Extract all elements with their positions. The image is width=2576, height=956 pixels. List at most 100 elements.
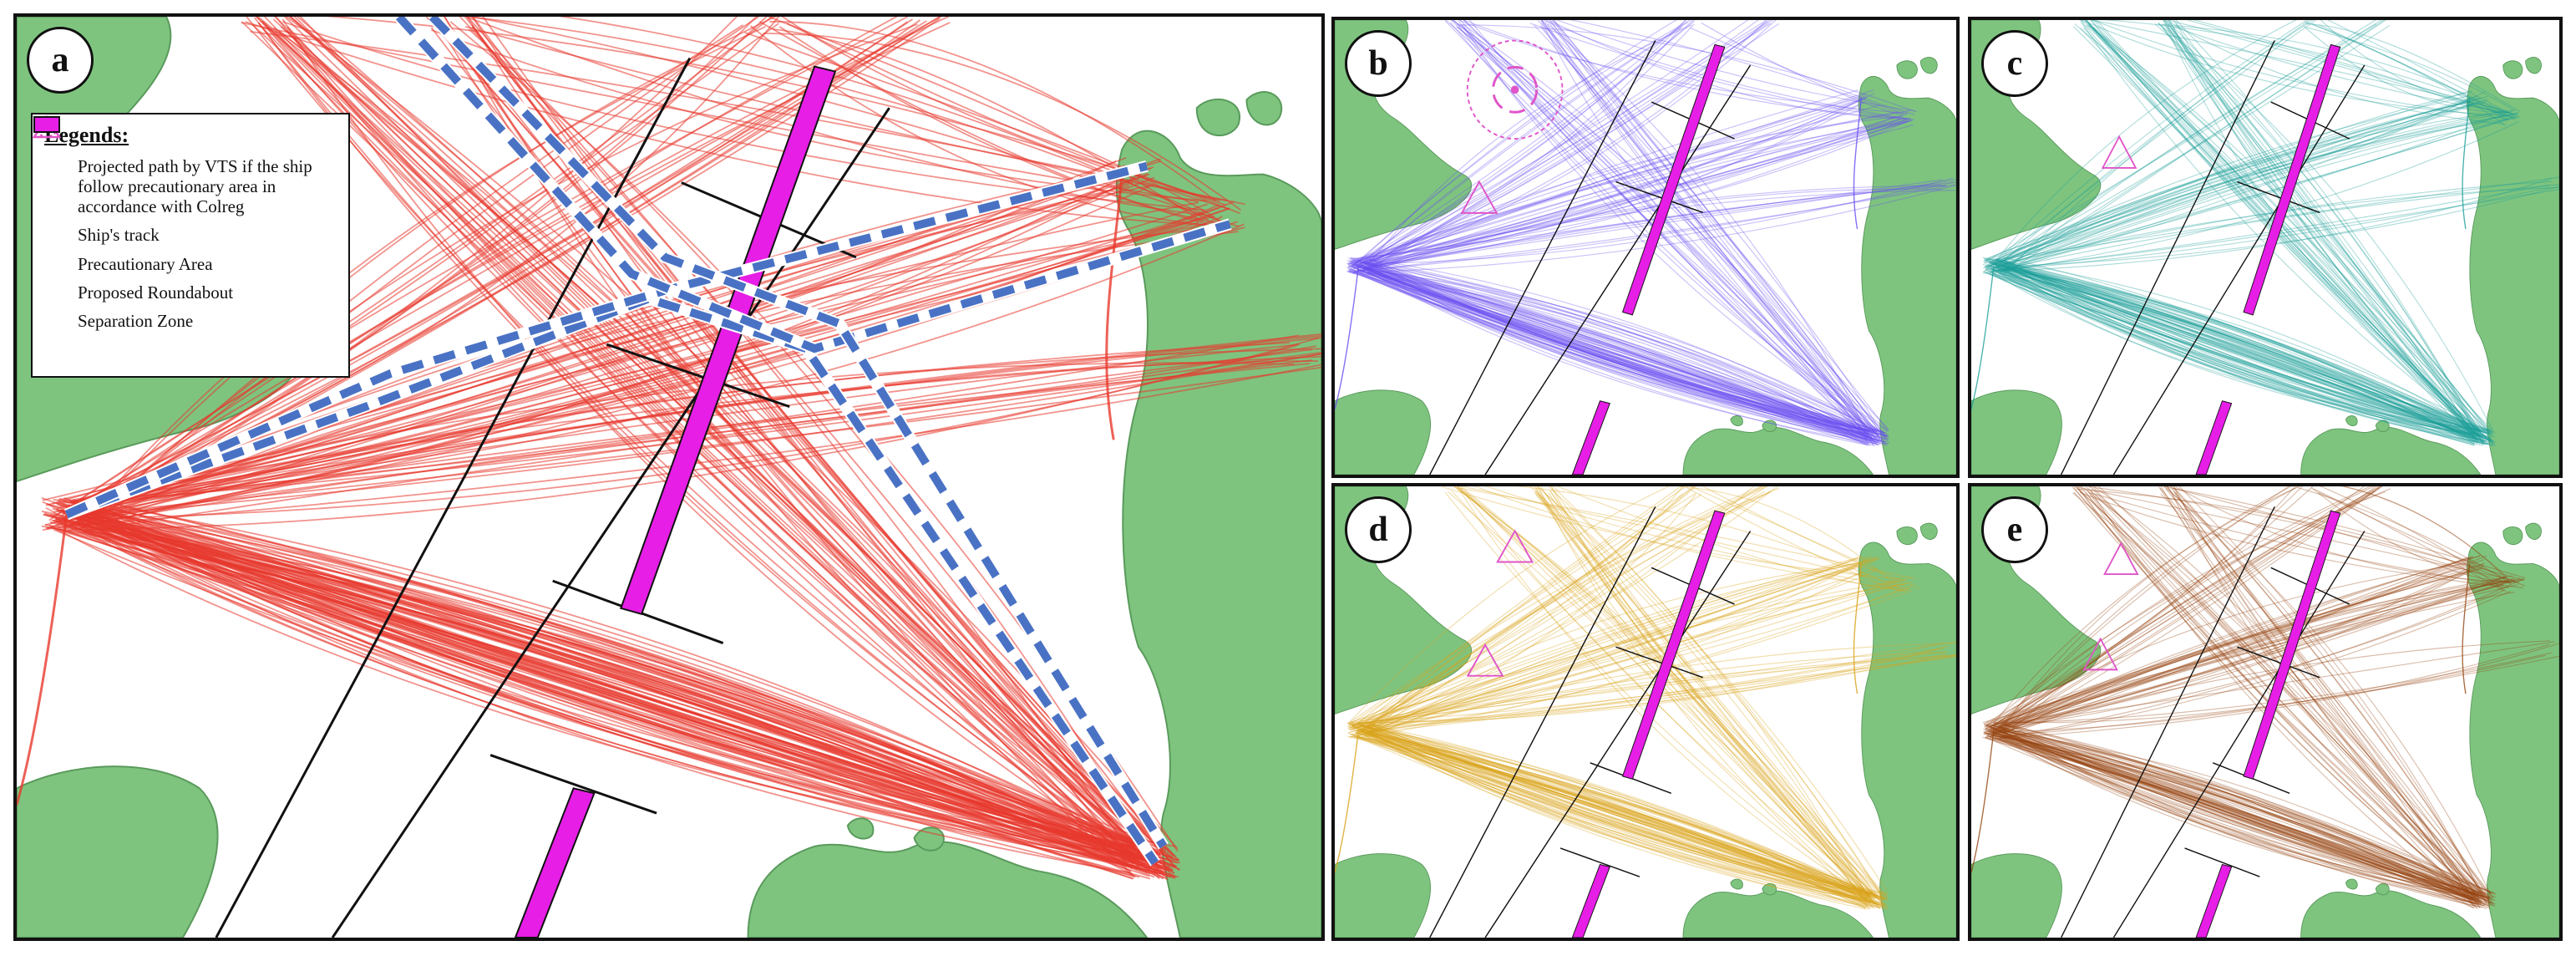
land-5 — [2525, 57, 2542, 74]
ship-track — [1461, 491, 1889, 899]
ship-track — [2002, 724, 2492, 903]
land-2 — [1335, 853, 1432, 938]
ship-track — [1357, 730, 1883, 895]
ship-track — [1367, 587, 1912, 724]
ship-track — [1363, 183, 1941, 268]
ship-track — [48, 17, 908, 521]
ship-track — [2174, 491, 2477, 902]
ship-track — [469, 17, 1240, 228]
ship-track — [1995, 736, 2481, 899]
ship-track — [1991, 263, 2475, 439]
ship-track — [1364, 267, 1869, 445]
ship-track — [2001, 264, 2494, 444]
ship-track — [1533, 24, 1889, 431]
land-2 — [17, 765, 219, 938]
ship-track — [90, 501, 1162, 862]
ship-track — [1993, 110, 2513, 268]
ship-track — [1985, 567, 2483, 725]
ship-track — [1358, 737, 1889, 896]
ship-track — [1358, 23, 1695, 267]
ship-track — [1368, 258, 1870, 431]
ship-track — [1990, 568, 2474, 725]
ship-track — [2163, 20, 2484, 441]
ship-track — [1351, 576, 1905, 730]
land-7 — [2345, 878, 2358, 890]
ship-track — [1990, 271, 2487, 441]
ship-track — [2088, 23, 2492, 437]
ship-track — [1362, 734, 1870, 895]
ship-track — [2073, 26, 2478, 436]
ship-track — [1359, 271, 1874, 435]
ship-track — [1990, 91, 2486, 273]
ship-track — [2310, 486, 2512, 582]
ship-track — [56, 359, 1313, 523]
ship-track — [1460, 486, 1869, 906]
ship-track — [2073, 486, 2481, 908]
precautionary-triangle — [1496, 529, 1534, 563]
land-7 — [2345, 415, 2358, 427]
ship-track — [1990, 486, 2298, 739]
ship-track — [1990, 735, 2492, 898]
ship-track — [81, 17, 899, 521]
land-4 — [1896, 60, 1918, 79]
ship-track — [1984, 723, 2484, 895]
ship-track — [1347, 94, 1867, 269]
ship-track — [2003, 260, 2477, 431]
ship-track — [2305, 23, 2521, 113]
ship-track — [1992, 731, 2479, 897]
roundabout-circle — [1466, 39, 1564, 140]
ship-track — [2071, 486, 2477, 907]
ship-track — [1352, 264, 1871, 438]
ship-track — [274, 31, 1147, 862]
ship-track — [1347, 723, 1866, 909]
ship-track — [1990, 184, 2549, 272]
ship-track — [2085, 20, 2477, 440]
ship-track — [53, 498, 1164, 858]
ship-track — [1365, 262, 1869, 446]
ship-track — [55, 22, 951, 521]
ship-track — [1545, 20, 1887, 437]
ship-track — [1991, 563, 2484, 725]
ship-track — [1995, 641, 2555, 728]
ship-track — [1534, 486, 1870, 896]
ship-track — [1994, 258, 2491, 431]
ship-track — [1362, 730, 1867, 908]
ship-track — [1348, 259, 1886, 434]
ship-track — [1355, 563, 1858, 725]
lane-border-east — [2112, 64, 2366, 475]
ship-track — [1349, 557, 1880, 730]
ship-track — [1995, 262, 2490, 435]
ship-track — [1549, 491, 1875, 897]
ship-track — [1370, 115, 1898, 262]
ship-track — [48, 524, 1179, 862]
ship-track — [1347, 264, 1878, 434]
ship-track — [1350, 641, 1956, 725]
ship-track — [1351, 265, 1874, 439]
ship-track — [2093, 487, 2492, 906]
ship-track — [1984, 731, 2482, 897]
ship-track — [1357, 269, 1876, 431]
ship-track — [1356, 736, 1874, 895]
ship-track — [1363, 258, 1889, 435]
ship-track-coastal — [1335, 265, 1360, 409]
ship-track — [1984, 261, 2479, 444]
projected-path — [65, 294, 1159, 866]
ship-track — [1351, 642, 1945, 724]
ship-track — [1370, 491, 1765, 733]
legend: Legends: Projected path by VTS if the sh… — [31, 113, 350, 378]
ship-track — [1356, 269, 1889, 438]
ship-track — [1995, 267, 2475, 445]
ship-track — [84, 524, 1134, 880]
ship-track — [2002, 113, 2519, 267]
ship-track — [1348, 265, 1878, 443]
ship-track — [2173, 20, 2479, 440]
ship-track — [1358, 724, 1870, 895]
ship-track — [1996, 264, 2475, 444]
ship-track — [2168, 20, 2492, 437]
ship-track — [2000, 724, 2480, 894]
ship-track — [2092, 20, 2509, 120]
ship-track — [1351, 576, 1913, 728]
projected-path — [64, 161, 1149, 519]
ship-track — [1368, 266, 1876, 432]
ship-track — [1367, 269, 1873, 446]
